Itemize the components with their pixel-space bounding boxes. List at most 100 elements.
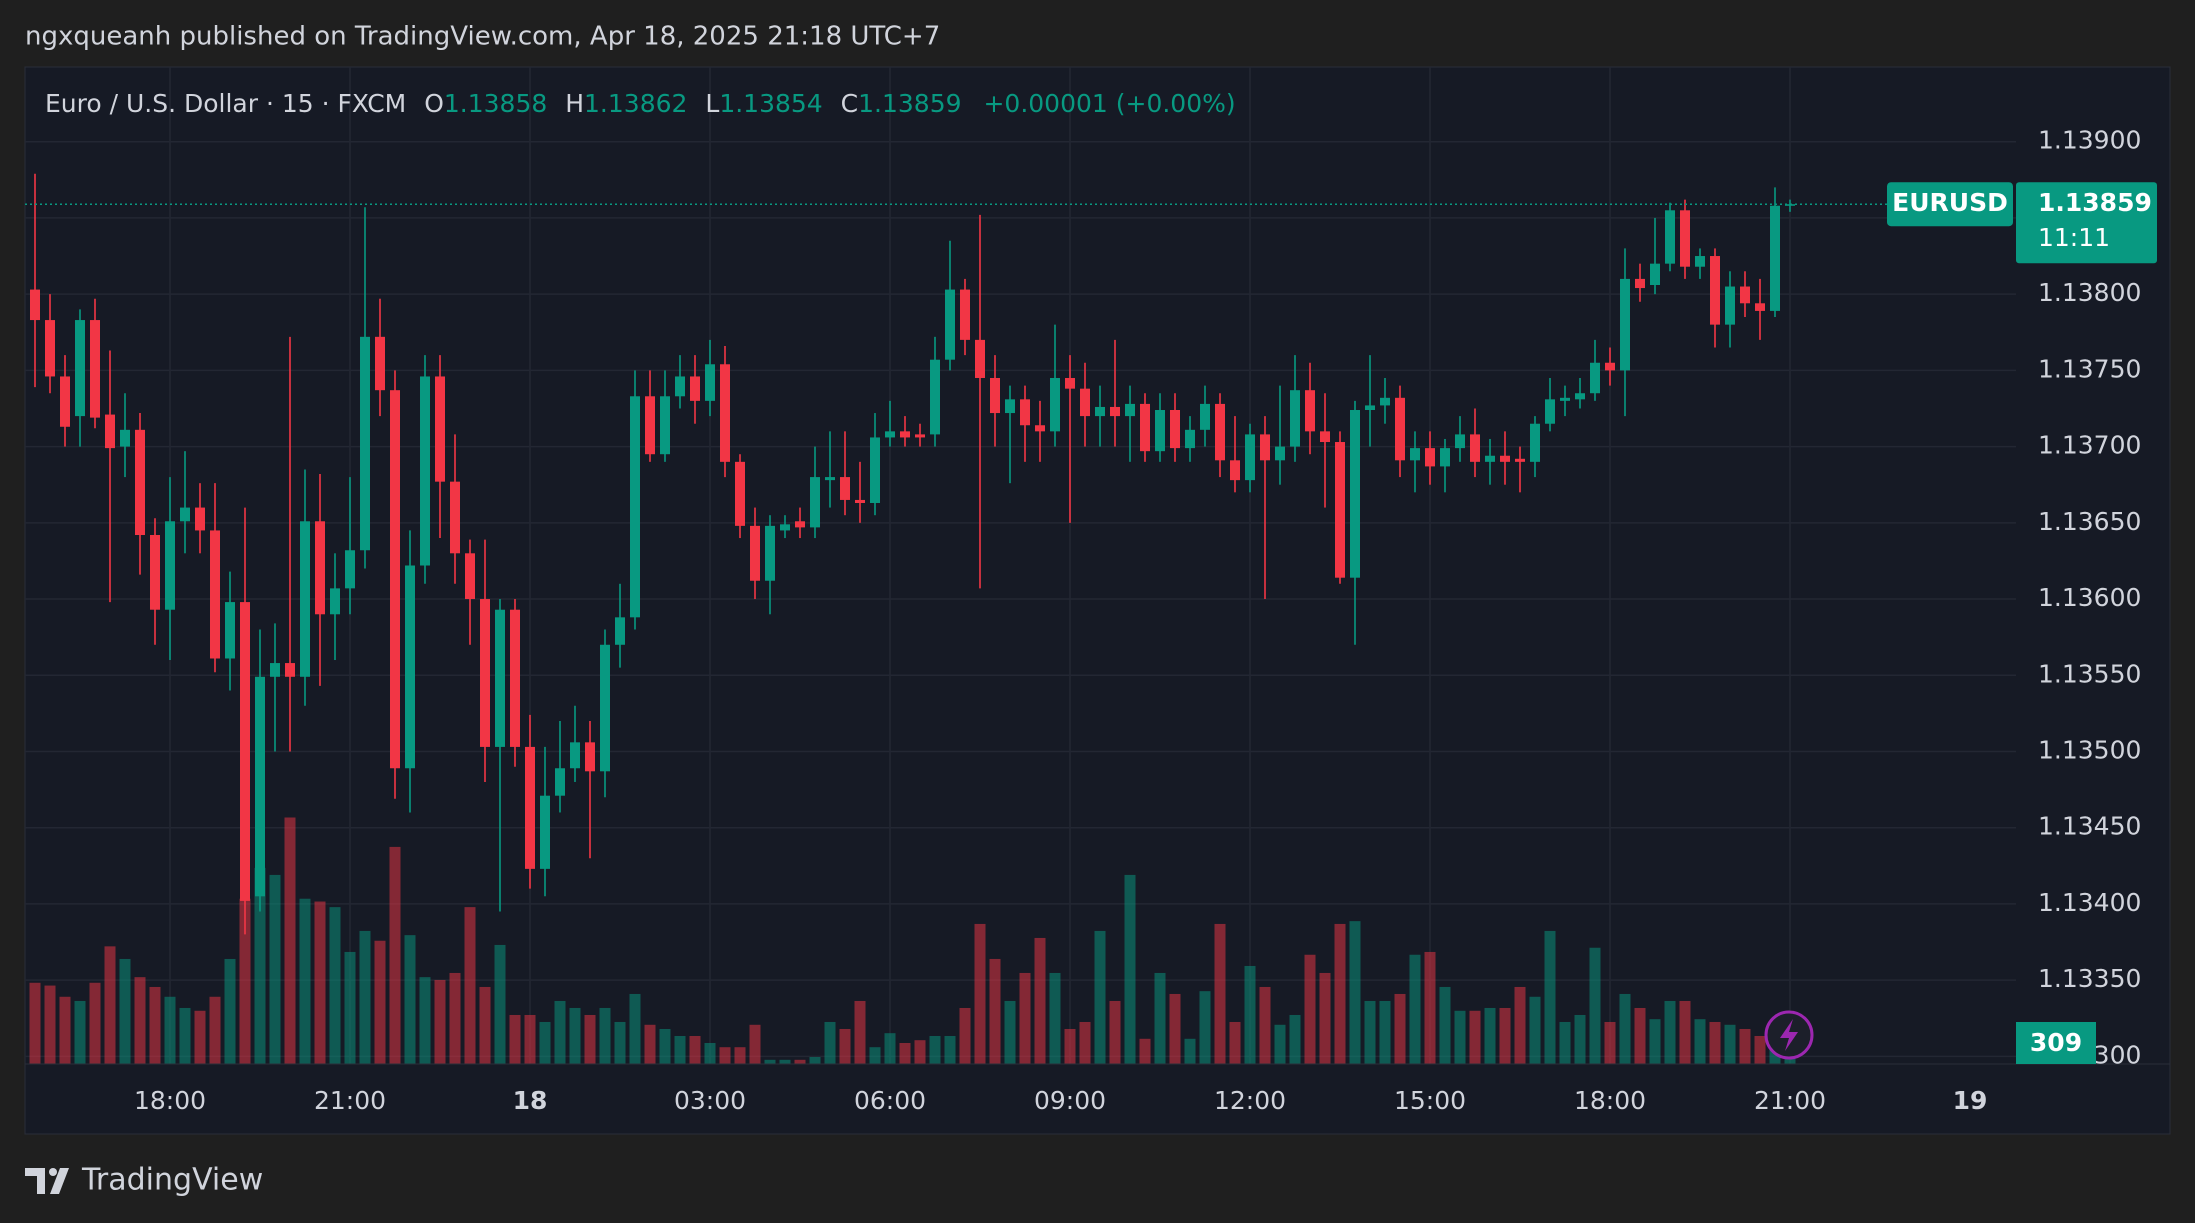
volume-bar: [809, 1056, 821, 1064]
volume-bar: [1724, 1024, 1736, 1064]
volume-bar: [1484, 1007, 1496, 1064]
y-tick-label: 1.13400: [2038, 888, 2141, 917]
volume-bar: [299, 898, 311, 1064]
candle-body: [1530, 423, 1540, 462]
brand-logo: [25, 1168, 69, 1194]
candle-body: [1620, 278, 1630, 371]
volume-bar: [1679, 1000, 1691, 1064]
volume-bar: [1109, 1000, 1121, 1064]
candle-body: [1755, 303, 1765, 311]
candle-body: [210, 530, 220, 659]
volume-bar: [524, 1014, 536, 1064]
price-tag: [2016, 182, 2157, 264]
low-value: 1.13854: [719, 89, 822, 118]
last-price: 1.13859: [2038, 188, 2152, 217]
candle-body: [690, 376, 700, 401]
candle-body: [1380, 397, 1390, 406]
candle-body: [135, 429, 145, 536]
candle-body: [375, 336, 385, 391]
candle-body: [1635, 278, 1645, 289]
symbol-tag: [1887, 182, 2013, 227]
candle-body: [1230, 460, 1240, 481]
x-tick-label: 18: [513, 1086, 548, 1115]
x-tick-label: 21:00: [1754, 1086, 1826, 1115]
candle-body: [1515, 458, 1525, 462]
candle-body: [885, 431, 895, 438]
volume-bar: [1649, 1019, 1661, 1064]
volume-bar: [1049, 972, 1061, 1064]
volume-bar: [1004, 1000, 1016, 1064]
candle-body: [810, 477, 820, 528]
volume-bar: [614, 1021, 626, 1064]
candle-body: [270, 663, 280, 677]
volume-bar: [1064, 1028, 1076, 1064]
candle-body: [600, 644, 610, 772]
volume-bar: [494, 944, 506, 1064]
instrument: Euro / U.S. Dollar · 15 · FXCM: [45, 89, 406, 118]
overlay-layer: 1.133001.133501.134001.134501.135001.135…: [25, 126, 2157, 1115]
candle-body: [1035, 425, 1045, 432]
volume-bar: [389, 846, 401, 1064]
close-value: 1.13859: [858, 89, 961, 118]
volume-bar: [644, 1024, 656, 1064]
candle-body: [570, 742, 580, 769]
volume-bar: [284, 817, 296, 1064]
volume-bar: [1709, 1021, 1721, 1064]
x-tick-label: 18:00: [1574, 1086, 1646, 1115]
volume-bar: [1469, 1010, 1481, 1064]
volume-bar: [1199, 991, 1211, 1064]
candle-body: [855, 499, 865, 503]
candle-body: [750, 525, 760, 581]
volume-bar: [704, 1042, 716, 1064]
grid: [25, 67, 2016, 1064]
candle-body: [360, 336, 370, 551]
candle-body: [615, 617, 625, 645]
y-tick-label: 1.13900: [2038, 126, 2141, 155]
volume-bar: [374, 940, 386, 1064]
volume-bar: [1424, 951, 1436, 1064]
volume-bar: [1229, 1021, 1241, 1064]
logo-mark: [25, 1168, 45, 1194]
candle-body: [315, 521, 325, 615]
volume-bar: [209, 996, 221, 1064]
volume-bar: [1454, 1010, 1466, 1064]
volume-bar: [1439, 986, 1451, 1064]
volume-bar: [464, 907, 476, 1064]
candle-body: [765, 525, 775, 581]
volume-bar: [899, 1042, 911, 1064]
candle-body: [1650, 263, 1660, 285]
candle-body: [1395, 397, 1405, 461]
volume-bar: [419, 977, 431, 1064]
volume-bar: [1664, 1000, 1676, 1064]
candle-body: [870, 437, 880, 503]
volume-bar: [29, 982, 41, 1064]
candle-body: [525, 746, 535, 869]
candle-body: [1410, 448, 1420, 461]
candle-body: [1440, 448, 1450, 467]
candle-body: [1740, 286, 1750, 304]
candle-body: [90, 320, 100, 418]
volume-bar: [824, 1021, 836, 1064]
volume-bar: [554, 1000, 566, 1064]
volume-bar: [359, 930, 371, 1064]
volume-bar: [119, 958, 131, 1064]
candle-body: [1125, 403, 1135, 417]
volume-bar: [1094, 930, 1106, 1064]
volume-bar: [659, 1028, 671, 1064]
candle-body: [555, 768, 565, 796]
candle-body: [930, 359, 940, 435]
volume-bar: [839, 1028, 851, 1064]
candle-body: [75, 320, 85, 417]
volume-bar: [1364, 1000, 1376, 1064]
candle-body: [1680, 210, 1690, 267]
volume-bar: [539, 1021, 551, 1064]
volume-bar: [1499, 1007, 1511, 1064]
high-label: H: [565, 89, 584, 118]
candle-body: [240, 602, 250, 901]
candle-body: [540, 795, 550, 869]
candle-body: [435, 376, 445, 482]
volume-bar: [1139, 1038, 1151, 1064]
candle-body: [60, 376, 70, 427]
change: +0.00001 (+0.00%): [983, 89, 1235, 118]
